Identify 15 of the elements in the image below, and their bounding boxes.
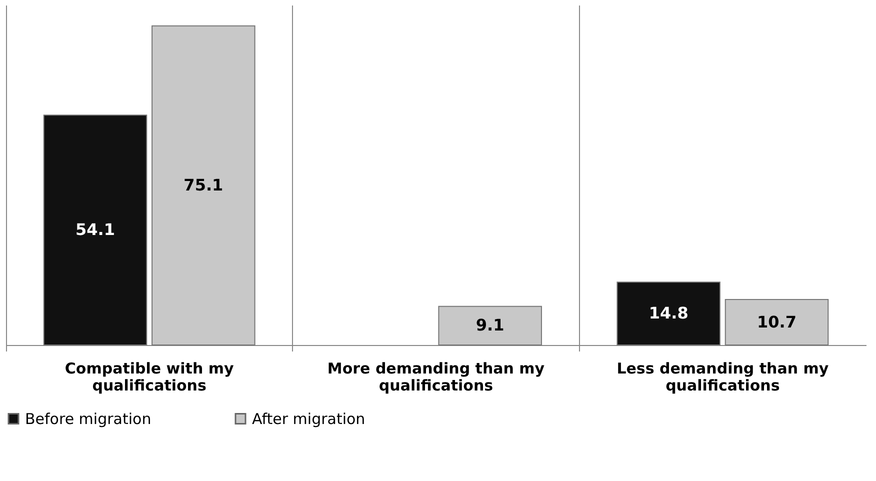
data-label: 75.1 bbox=[184, 175, 224, 194]
x-tick-label: Compatible with my qualifications bbox=[64, 360, 234, 394]
bar bbox=[616, 282, 720, 346]
x-tick-label: Less demanding than my qualifications bbox=[616, 360, 829, 394]
data-label: 14.8 bbox=[648, 304, 688, 323]
bar bbox=[438, 306, 542, 346]
data-label: 9.1 bbox=[476, 316, 504, 335]
bar bbox=[724, 299, 829, 346]
bar bbox=[43, 114, 148, 346]
data-label: 54.1 bbox=[76, 220, 115, 240]
legend-label: Before migration bbox=[25, 410, 152, 428]
legend-label: After migration bbox=[252, 410, 366, 428]
bar bbox=[152, 25, 256, 346]
data-label: 10.7 bbox=[757, 312, 796, 332]
x-tick-label: More demanding than my qualifications bbox=[327, 360, 545, 394]
